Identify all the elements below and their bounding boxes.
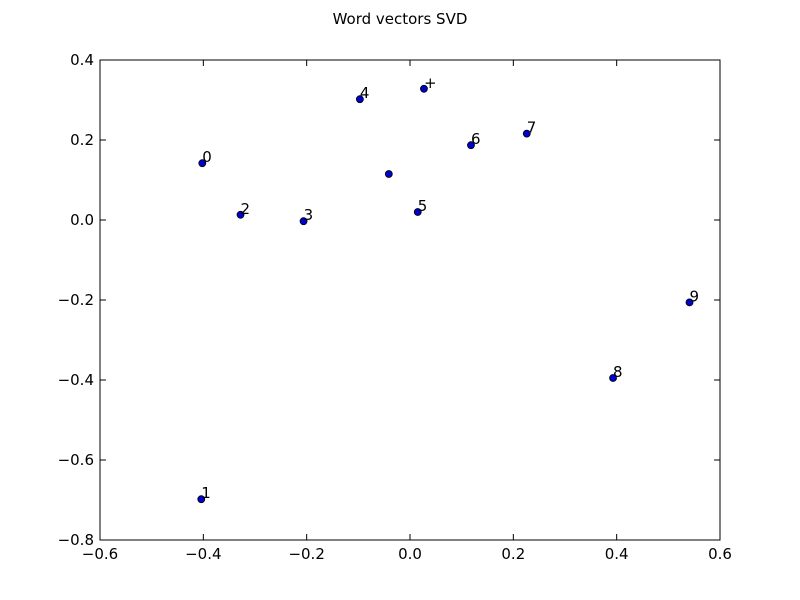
x-tick-label: −0.2 [288,545,324,563]
x-tick-label: 0.0 [398,545,422,563]
scatter-point [467,141,475,150]
point-label: 9 [690,287,700,305]
point-label: 4 [360,84,370,102]
point-label: 3 [304,206,314,224]
scatter-point [299,217,308,226]
point-label: 1 [201,484,211,502]
x-axis: −0.6 −0.4 −0.2 0.0 0.2 0.4 0.6 [82,60,732,563]
scatter-point [355,95,364,104]
x-tick-label: 0.2 [501,545,525,563]
point-label: 6 [471,130,481,148]
scatter-point [413,208,422,216]
scatter-point [420,84,428,93]
scatter-point [198,159,207,168]
scatter-point [197,495,206,504]
scatter-point [522,129,531,138]
point-label: 2 [241,200,251,218]
x-tick-label: −0.6 [82,545,118,563]
x-tick-label: 0.4 [605,545,629,563]
scatter-point [236,210,245,219]
y-tick-label: 0.4 [70,51,94,69]
y-axis: −0.8 −0.6 −0.4 −0.2 0.0 0.2 0.4 [58,51,720,549]
y-tick-label: −0.2 [58,291,94,309]
chart-title: Word vectors SVD [333,10,468,28]
data-points: 0 1 2 3 4 +5 6 7 8 9 [197,74,700,504]
y-tick-label: 0.2 [70,131,94,149]
scatter-point [685,298,694,307]
y-tick-label: −0.6 [58,451,94,469]
point-label: 0 [202,148,212,166]
plot-frame [99,59,721,541]
point-label: 8 [613,363,623,381]
y-tick-label: −0.8 [58,531,94,549]
scatter-point [609,374,617,382]
scatter-point [384,170,393,178]
point-label: 5 [418,197,428,215]
x-tick-label: −0.4 [185,545,221,563]
point-label: + [424,74,437,92]
x-tick-label: 0.6 [708,545,732,563]
point-label: 7 [527,119,537,137]
y-tick-label: −0.4 [58,371,94,389]
y-tick-label: 0.0 [70,211,94,229]
